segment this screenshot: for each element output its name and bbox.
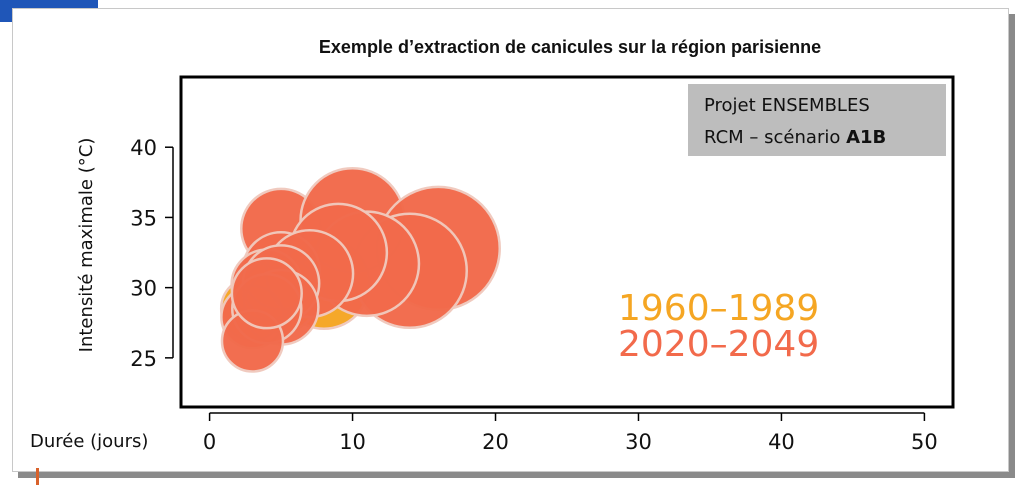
x-tick-label: 40 xyxy=(768,430,795,454)
bubble-point-future-14 xyxy=(230,257,303,330)
x-tick-label: 30 xyxy=(625,430,652,454)
annotation-scenario-prefix: RCM – scénario xyxy=(704,127,846,148)
chart-title: Exemple d’extraction de canicules sur la… xyxy=(319,37,821,57)
y-tick-label: 40 xyxy=(130,136,157,160)
accent-line xyxy=(36,468,39,485)
legend-entry-2020-2049: 2020–2049 xyxy=(618,324,819,365)
x-tick-label: 10 xyxy=(339,430,366,454)
annotation-line2: RCM – scénario A1B xyxy=(704,127,886,148)
x-tick-label: 50 xyxy=(911,430,938,454)
annotation-box: Projet ENSEMBLES RCM – scénario A1B xyxy=(688,84,946,156)
y-tick-label: 35 xyxy=(130,206,157,230)
bubble-layer xyxy=(219,166,501,373)
x-tick-label: 0 xyxy=(203,430,216,454)
y-tick-label: 30 xyxy=(130,277,157,301)
y-axis-label: Intensité maximale (°C) xyxy=(76,138,97,353)
x-tick-label: 20 xyxy=(482,430,509,454)
annotation-line1: Projet ENSEMBLES xyxy=(704,95,870,116)
annotation-scenario-value: A1B xyxy=(846,127,886,148)
legend-entry-1960-1989: 1960–1989 xyxy=(618,288,819,329)
annotation-background xyxy=(688,84,946,156)
axes: 0 10 20 30 40 50 25 30 35 40 xyxy=(130,136,938,454)
x-axis-label: Durée (jours) xyxy=(30,431,148,452)
y-tick-label: 25 xyxy=(130,347,157,371)
